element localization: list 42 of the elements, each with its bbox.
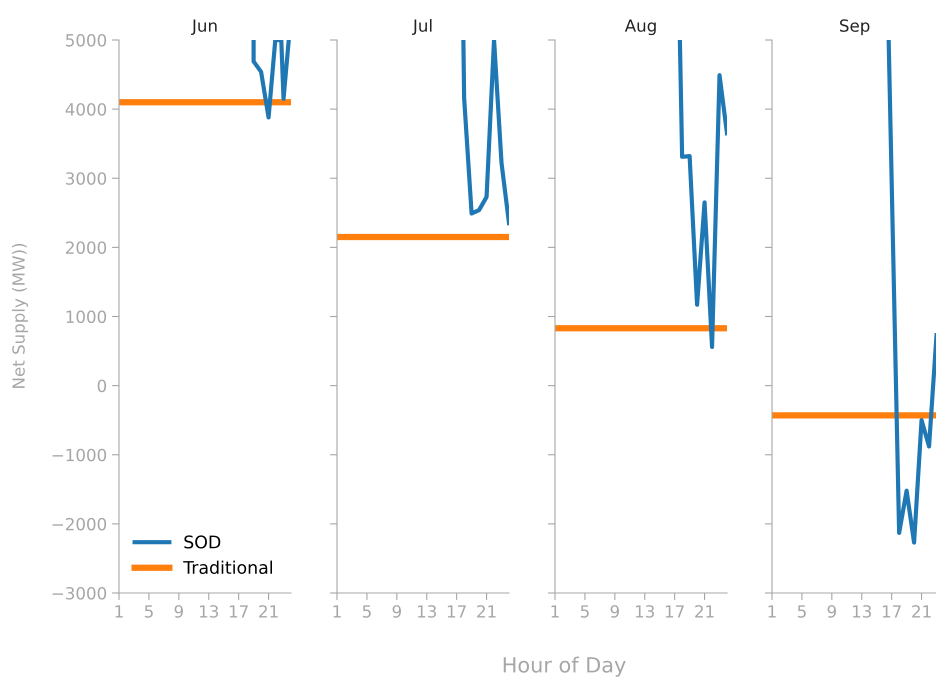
chart-title: Jun <box>191 20 217 36</box>
x-tick-label: 1 <box>116 605 123 618</box>
x-tick-label: 5 <box>798 605 806 618</box>
y-tick-label: 3000 <box>66 172 106 185</box>
y-tick-label: 0 <box>98 380 106 392</box>
y-tick-label: −2000 <box>52 518 106 530</box>
x-tick-label: 13 <box>418 605 436 618</box>
x-tick-label: 21 <box>477 605 496 618</box>
x-tick-label: 1 <box>334 605 341 618</box>
x-tick-label: 21 <box>695 605 714 618</box>
x-tick-label: 9 <box>174 605 183 618</box>
x-tick-label: 5 <box>144 605 153 618</box>
chart-title: Aug <box>624 20 656 36</box>
x-tick-label: 17 <box>448 605 466 618</box>
x-tick-label: 9 <box>392 605 401 618</box>
x-tick-label: 17 <box>666 605 684 618</box>
chart-title: Sep <box>840 19 870 36</box>
x-tick-label: 1 <box>552 605 559 618</box>
x-tick-label: 17 <box>230 605 248 618</box>
x-tick-label: 13 <box>200 605 218 618</box>
legend-label: Traditional <box>183 560 272 574</box>
x-tick-label: 5 <box>580 605 589 618</box>
x-tick-label: 1 <box>768 605 776 618</box>
y-tick-label: 5000 <box>66 34 106 47</box>
x-tick-label: 17 <box>882 605 901 618</box>
x-tick-label: 5 <box>362 605 371 618</box>
y-axis-title: Net Supply (MW)) <box>12 244 28 388</box>
x-tick-label: 21 <box>259 605 278 618</box>
x-tick-label: 13 <box>852 605 872 618</box>
y-tick-label: −1000 <box>52 448 106 462</box>
line-series <box>252 40 291 120</box>
legend-label: SOD <box>184 535 220 549</box>
y-tick-label: 2000 <box>66 241 106 254</box>
x-tick-label: 9 <box>828 605 836 618</box>
x-tick-label: 21 <box>912 605 931 618</box>
y-tick-label: 4000 <box>66 103 106 116</box>
y-tick-label: 1000 <box>66 310 106 324</box>
x-tick-label: 13 <box>636 605 654 618</box>
x-axis-title: Hour of Day <box>504 656 626 677</box>
chart-title: Jul <box>412 19 432 36</box>
x-tick-label: 9 <box>610 605 619 618</box>
y-tick-label: −3000 <box>52 586 106 600</box>
